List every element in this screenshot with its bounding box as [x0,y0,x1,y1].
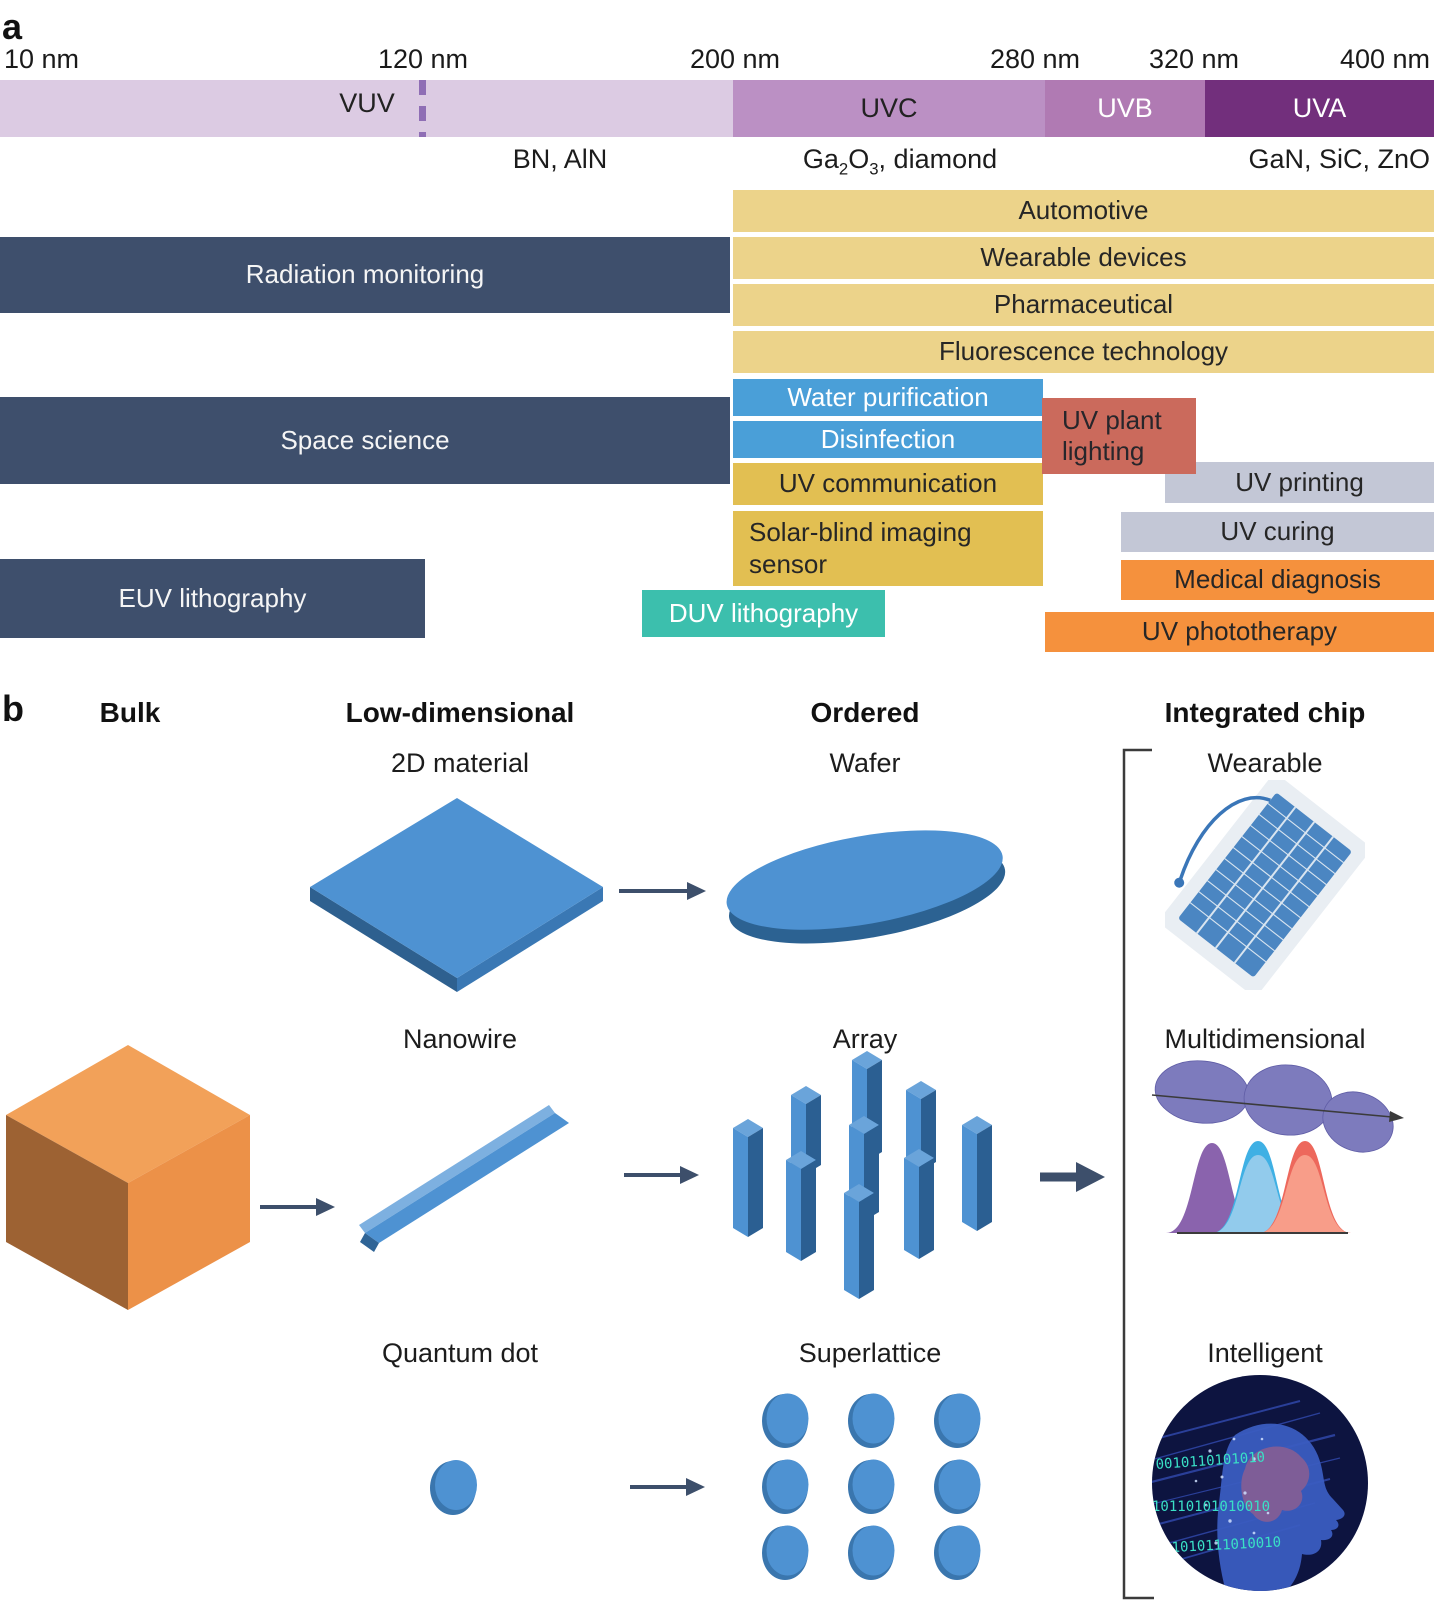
band-vuv [0,80,733,137]
label-quantum-dot: Quantum dot [381,1338,539,1368]
label-2d-material: 2D material [390,748,530,778]
bar-medical-diagnosis: Medical diagnosis [1121,560,1434,600]
column-header-ordered: Ordered [810,697,920,728]
tick-280nm: 280 nm [989,44,1081,74]
material-vuv: BN, AlN [512,144,608,174]
bar-uv-printing: UV printing [1165,462,1434,503]
vuv-120nm-divider [419,80,426,137]
wafer-illustration [726,830,1006,944]
superlattice-illustration [762,1393,981,1580]
bar-uv-plant-lighting: UV plant lighting [1042,398,1196,474]
bar-uv-communication: UV communication [733,463,1043,505]
arrow-bold-icon [1040,1162,1105,1192]
panel-b-label: b [2,688,24,729]
arrow-icon [630,1478,705,1496]
material-uva: GaN, SiC, ZnO [1248,144,1430,174]
band-uvb: UVB [1045,80,1205,137]
binary-text: 10110101010010 [1152,1499,1270,1515]
binary-text: 001010111010010 [1154,1534,1281,1557]
multidimensional-illustration [1151,1060,1404,1234]
tick-10nm: 10 nm [4,44,80,74]
band-vuv-label: VUV [339,88,395,118]
tick-400nm: 400 nm [1339,44,1430,74]
tick-120nm: 120 nm [377,44,469,74]
band-uvc: UVC [733,80,1045,137]
quantum-dot-illustration [430,1460,477,1515]
arrow-icon [619,882,706,900]
label-array: Array [832,1024,898,1054]
bar-wearable-devices: Wearable devices [733,237,1434,279]
integrated-chip-bracket [1122,748,1154,1600]
bar-euv-lithography: EUV lithography [0,559,425,638]
bar-pharmaceutical: Pharmaceutical [733,284,1434,326]
label-nanowire: Nanowire [402,1024,518,1054]
bar-radiation-monitoring: Radiation monitoring [0,237,730,313]
label-intelligent: Intelligent [1207,1338,1323,1368]
bar-water-purification: Water purification [733,379,1043,416]
material-uvc: Ga2O3, diamond [802,144,998,179]
2d-material-illustration [310,798,603,992]
panel-a-label: a [2,6,23,47]
bar-duv-lithography: DUV lithography [642,590,885,637]
bar-automotive: Automotive [733,190,1434,232]
binary-text: 0010110101010 [1155,1449,1265,1473]
bar-disinfection: Disinfection [733,421,1043,458]
label-multidimensional: Multidimensional [1164,1024,1366,1054]
bar-space-science: Space science [0,397,730,484]
tick-320nm: 320 nm [1148,44,1240,74]
array-illustration [733,1051,992,1299]
column-header-low-dimensional: Low-dimensional [345,697,575,728]
bar-uv-curing: UV curing [1121,512,1434,552]
bar-uv-phototherapy: UV phototherapy [1045,612,1434,652]
label-superlattice: Superlattice [798,1338,942,1368]
bulk-cube-illustration [6,1045,250,1310]
wearable-illustration [1165,780,1365,990]
arrow-icon [260,1198,335,1216]
intelligent-illustration: 0010110101010 10110101010010 00101011101… [1152,1375,1368,1591]
column-header-integrated-chip: Integrated chip [1164,697,1366,728]
bar-fluorescence-technology: Fluorescence technology [733,331,1434,373]
band-uva: UVA [1205,80,1434,137]
label-wafer: Wafer [829,748,901,778]
bar-solar-blind-imaging-sensor: Solar-blind imaging sensor [733,511,1043,586]
label-wearable: Wearable [1207,748,1323,778]
arrow-icon [624,1166,699,1184]
column-header-bulk: Bulk [99,697,161,728]
tick-200nm: 200 nm [689,44,781,74]
nanowire-illustration [359,1105,569,1252]
